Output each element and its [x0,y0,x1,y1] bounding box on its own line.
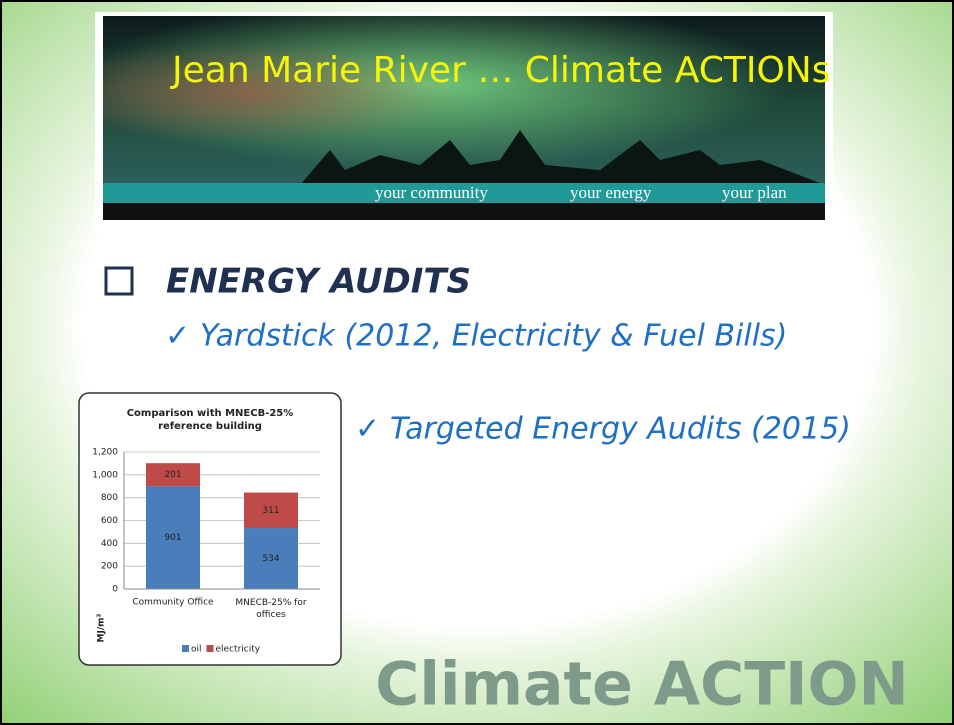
footer-title: Climate ACTION [375,650,908,720]
banner-strip [103,203,825,220]
y-tick-label: 400 [101,539,118,549]
legend-swatch [207,645,214,652]
tagline: your energy [570,183,652,202]
y-tick-label: 200 [101,562,118,572]
y-axis-label: MJ/m² [97,613,107,642]
slide: Jean Marie River … Climate ACTIONs your … [0,0,954,725]
data-label: 311 [262,506,279,516]
x-tick-label: Community Office [132,598,214,608]
tagline: your plan [722,183,787,202]
check-bullet: ✓ [165,319,190,354]
tagline: your community [375,183,488,202]
legend-label: oil [191,645,202,655]
y-tick-label: 600 [101,516,118,526]
heading: ENERGY AUDITS [166,262,471,302]
bullet: Yardstick (2012, Electricity & Fuel Bill… [200,319,787,354]
data-label: 201 [164,470,181,480]
y-tick-label: 0 [112,585,118,595]
data-label: 534 [262,554,279,564]
legend-swatch [182,645,189,652]
check-bullet: ✓ [355,412,380,447]
page: Jean Marie River … Climate ACTIONs your … [0,0,954,725]
legend-label: electricity [216,645,261,655]
y-tick-label: 1,000 [92,470,118,480]
data-label: 901 [164,533,181,543]
bullet: Targeted Energy Audits (2015) [390,412,851,447]
y-tick-label: 1,200 [92,448,118,458]
y-tick-label: 800 [101,493,118,503]
chart-frame [79,393,341,665]
banner-title: Jean Marie River … Climate ACTIONs [170,50,831,91]
